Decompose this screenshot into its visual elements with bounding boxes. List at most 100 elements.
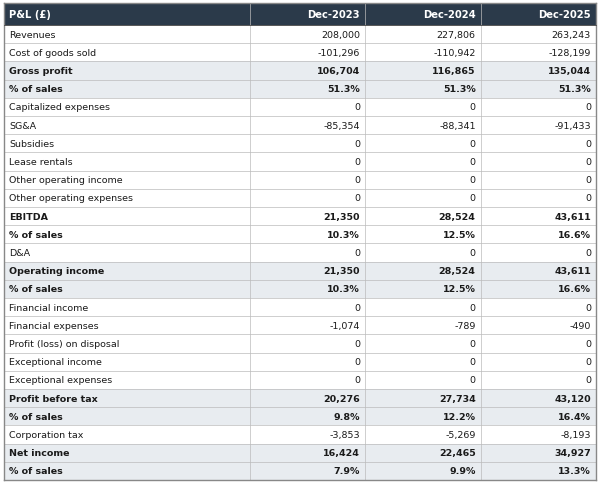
Text: Net income: Net income (9, 448, 70, 457)
Text: 0: 0 (470, 103, 476, 112)
Text: Subsidies: Subsidies (9, 139, 54, 149)
Text: Gross profit: Gross profit (9, 67, 73, 76)
Text: % of sales: % of sales (9, 467, 63, 475)
Text: 16.4%: 16.4% (558, 412, 591, 421)
Text: 7.9%: 7.9% (334, 467, 360, 475)
Text: Dec-2023: Dec-2023 (308, 10, 360, 20)
Text: 51.3%: 51.3% (328, 85, 360, 94)
Text: -1,074: -1,074 (330, 321, 360, 330)
Text: 208,000: 208,000 (321, 30, 360, 40)
Text: 12.2%: 12.2% (443, 412, 476, 421)
Text: -101,296: -101,296 (318, 49, 360, 58)
Text: 16,424: 16,424 (323, 448, 360, 457)
Text: 9.9%: 9.9% (449, 467, 476, 475)
Bar (4, 444, 596, 462)
Text: 0: 0 (470, 376, 476, 385)
Text: 0: 0 (470, 303, 476, 312)
Text: 0: 0 (354, 194, 360, 203)
Text: 16.6%: 16.6% (558, 285, 591, 294)
Text: Dec-2025: Dec-2025 (538, 10, 591, 20)
Text: 0: 0 (354, 139, 360, 149)
Text: 0: 0 (354, 248, 360, 257)
Bar (4, 99, 596, 117)
Bar (4, 26, 596, 44)
Text: 0: 0 (470, 139, 476, 149)
Text: 22,465: 22,465 (439, 448, 476, 457)
Text: 0: 0 (470, 358, 476, 366)
Bar (4, 298, 596, 317)
Bar (4, 153, 596, 171)
Text: Other operating income: Other operating income (9, 176, 122, 185)
Bar (4, 62, 596, 80)
Text: 10.3%: 10.3% (328, 285, 360, 294)
Bar (4, 408, 596, 425)
Text: 43,120: 43,120 (554, 394, 591, 403)
Text: Operating income: Operating income (9, 267, 104, 275)
Text: 21,350: 21,350 (323, 212, 360, 221)
Text: Corporation tax: Corporation tax (9, 430, 83, 439)
Text: 28,524: 28,524 (439, 267, 476, 275)
Text: 21,350: 21,350 (323, 267, 360, 275)
Bar (4, 462, 596, 480)
Text: 0: 0 (585, 248, 591, 257)
Text: Exceptional expenses: Exceptional expenses (9, 376, 112, 385)
Text: 0: 0 (354, 376, 360, 385)
Text: -110,942: -110,942 (433, 49, 476, 58)
Text: -85,354: -85,354 (323, 121, 360, 130)
Bar (4, 317, 596, 335)
Text: Revenues: Revenues (9, 30, 56, 40)
Text: 0: 0 (354, 303, 360, 312)
Text: -91,433: -91,433 (554, 121, 591, 130)
Text: Dec-2024: Dec-2024 (423, 10, 476, 20)
Text: Exceptional income: Exceptional income (9, 358, 102, 366)
Text: 43,611: 43,611 (554, 212, 591, 221)
Text: 116,865: 116,865 (432, 67, 476, 76)
Text: % of sales: % of sales (9, 412, 63, 421)
Text: 20,276: 20,276 (323, 394, 360, 403)
Text: 12.5%: 12.5% (443, 230, 476, 239)
Bar (4, 262, 596, 280)
Text: 0: 0 (354, 339, 360, 348)
Text: -789: -789 (454, 321, 476, 330)
Text: 0: 0 (470, 176, 476, 185)
Text: 27,734: 27,734 (439, 394, 476, 403)
Text: % of sales: % of sales (9, 230, 63, 239)
Text: Other operating expenses: Other operating expenses (9, 194, 133, 203)
Text: -128,199: -128,199 (548, 49, 591, 58)
Text: Lease rentals: Lease rentals (9, 158, 73, 166)
Text: 0: 0 (585, 103, 591, 112)
Text: 135,044: 135,044 (548, 67, 591, 76)
Bar (4, 44, 596, 62)
Text: 0: 0 (585, 358, 591, 366)
Text: 0: 0 (354, 103, 360, 112)
Bar (4, 226, 596, 244)
Text: 0: 0 (585, 339, 591, 348)
Text: SG&A: SG&A (9, 121, 36, 130)
Text: 0: 0 (585, 194, 591, 203)
Text: 0: 0 (470, 194, 476, 203)
Text: 12.5%: 12.5% (443, 285, 476, 294)
Text: 13.3%: 13.3% (558, 467, 591, 475)
Text: 227,806: 227,806 (437, 30, 476, 40)
Text: Profit before tax: Profit before tax (9, 394, 98, 403)
Bar (4, 80, 596, 99)
Text: 0: 0 (470, 339, 476, 348)
Bar (4, 280, 596, 298)
Text: Profit (loss) on disposal: Profit (loss) on disposal (9, 339, 119, 348)
Text: 51.3%: 51.3% (558, 85, 591, 94)
Text: 16.6%: 16.6% (558, 230, 591, 239)
Text: % of sales: % of sales (9, 285, 63, 294)
Text: Financial expenses: Financial expenses (9, 321, 98, 330)
Text: 263,243: 263,243 (552, 30, 591, 40)
Text: 0: 0 (354, 176, 360, 185)
Text: % of sales: % of sales (9, 85, 63, 94)
Text: 0: 0 (354, 358, 360, 366)
Text: 0: 0 (354, 158, 360, 166)
Bar (4, 189, 596, 208)
Text: 0: 0 (585, 139, 591, 149)
Text: 0: 0 (470, 158, 476, 166)
Text: 0: 0 (585, 158, 591, 166)
Text: 10.3%: 10.3% (328, 230, 360, 239)
Bar (4, 135, 596, 153)
Text: 28,524: 28,524 (439, 212, 476, 221)
